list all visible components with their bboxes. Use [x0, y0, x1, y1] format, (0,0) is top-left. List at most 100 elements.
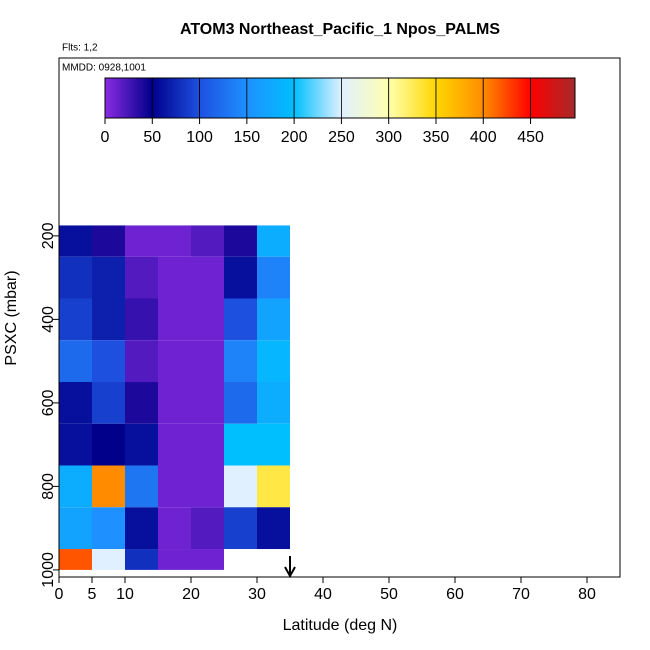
cell: [92, 298, 125, 341]
cell: [92, 465, 125, 508]
y-axis-label: PSXC (mbar): [3, 270, 20, 365]
colorbar-tick-label: 250: [328, 129, 355, 146]
x-tick-label: 5: [88, 586, 97, 603]
x-tick-label: 30: [248, 586, 266, 603]
x-tick-label: 0: [55, 586, 64, 603]
cell: [257, 340, 290, 383]
colorbar-segment: [341, 77, 390, 119]
x-axis-label: Latitude (deg N): [283, 617, 398, 634]
cell: [59, 298, 92, 341]
cell: [125, 256, 158, 299]
cell: [125, 507, 158, 550]
y-tick-label: 200: [40, 222, 57, 249]
cell: [158, 298, 191, 341]
cell: [59, 507, 92, 550]
annotation: MMDD: 0928,1001: [62, 63, 146, 74]
cell: [191, 298, 224, 341]
x-tick-label: 20: [182, 586, 200, 603]
cell: [158, 382, 191, 424]
cell: [92, 549, 125, 570]
colorbar-segment: [435, 77, 484, 119]
cell: [125, 298, 158, 341]
colorbar-tick-label: 0: [101, 129, 110, 146]
cell: [191, 465, 224, 508]
cell: [191, 340, 224, 383]
cell: [257, 382, 290, 424]
colorbar-tick-label: 150: [233, 129, 260, 146]
colorbar-segment: [151, 77, 200, 119]
colorbar-segment: [388, 77, 437, 119]
colorbar-segment: [482, 77, 531, 119]
cell: [257, 507, 290, 550]
y-tick-label: 400: [40, 306, 57, 333]
cell: [224, 382, 257, 424]
cell: [158, 549, 191, 570]
cell: [92, 507, 125, 550]
cell: [191, 382, 224, 424]
cell: [59, 549, 92, 570]
x-tick-label: 60: [446, 586, 464, 603]
cell: [224, 340, 257, 383]
cell: [92, 256, 125, 299]
cell: [224, 423, 257, 466]
subtitle: Flts: 1,2: [62, 43, 98, 54]
cell: [158, 256, 191, 299]
y-tick-label: 800: [40, 473, 57, 500]
cell: [257, 256, 290, 299]
cell: [92, 225, 125, 257]
x-tick-label: 70: [512, 586, 530, 603]
cell: [59, 340, 92, 383]
cell: [125, 382, 158, 424]
cell: [59, 423, 92, 466]
cell: [257, 465, 290, 508]
cell: [224, 256, 257, 299]
cell: [257, 298, 290, 341]
cell: [224, 298, 257, 341]
cell: [158, 340, 191, 383]
colorbar-tick-label: 350: [423, 129, 450, 146]
cell: [59, 256, 92, 299]
y-tick-label: 1000: [40, 552, 57, 588]
colorbar-tick-label: 100: [186, 129, 213, 146]
cell: [125, 465, 158, 508]
y-tick-label: 600: [40, 389, 57, 416]
cell: [224, 465, 257, 508]
colorbar-segment: [530, 77, 576, 119]
chart-title: ATOM3 Northeast_Pacific_1 Npos_PALMS: [180, 21, 500, 38]
x-tick-label: 50: [380, 586, 398, 603]
cell: [92, 382, 125, 424]
colorbar-segment: [246, 77, 295, 119]
cell: [92, 340, 125, 383]
colorbar-segment: [199, 77, 248, 119]
cell: [224, 225, 257, 257]
arrow-head: [284, 566, 296, 579]
colorbar-segment: [293, 77, 342, 119]
cell: [224, 507, 257, 550]
cell: [125, 225, 158, 257]
cell: [125, 340, 158, 383]
colorbar-tick-label: 400: [470, 129, 497, 146]
cell: [125, 423, 158, 466]
x-tick-label: 10: [116, 586, 134, 603]
cell: [59, 382, 92, 424]
cell: [158, 465, 191, 508]
cell: [257, 225, 290, 257]
x-tick-label: 80: [578, 586, 596, 603]
colorbar-tick-label: 300: [375, 129, 402, 146]
cell: [158, 507, 191, 550]
cell: [158, 225, 191, 257]
cell: [158, 423, 191, 466]
x-tick-label: 40: [314, 586, 332, 603]
cell: [191, 225, 224, 257]
colorbar-segment: [104, 77, 153, 119]
colorbar-frame: [104, 77, 576, 119]
colorbar-tick-label: 50: [143, 129, 161, 146]
cell: [191, 256, 224, 299]
cell: [125, 549, 158, 570]
cell: [191, 423, 224, 466]
cell: [92, 423, 125, 466]
colorbar-tick-label: 450: [517, 129, 544, 146]
plot-frame: [58, 57, 621, 578]
cell: [59, 465, 92, 508]
